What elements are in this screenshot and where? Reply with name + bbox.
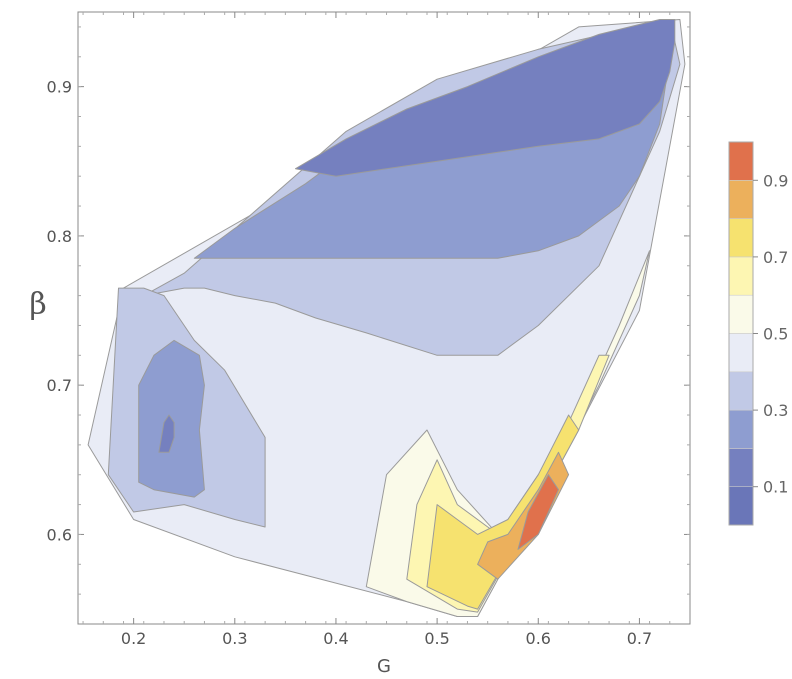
y-tick-label: 0.9 bbox=[47, 78, 72, 97]
colorbar-segment bbox=[728, 371, 754, 411]
contour-regions bbox=[87, 19, 686, 617]
y-tick-label: 0.6 bbox=[47, 525, 72, 544]
x-tick-label: 0.4 bbox=[323, 629, 348, 648]
y-axis-ticks: 0.6 0.7 0.8 0.9 bbox=[47, 26, 690, 595]
colorbar-segment bbox=[728, 486, 754, 526]
colorbar-segment bbox=[728, 218, 754, 258]
x-tick-label: 0.6 bbox=[526, 629, 551, 648]
colorbar-tick-label: 0.7 bbox=[763, 248, 788, 267]
contour-region-level-1 bbox=[158, 414, 175, 453]
x-tick-label: 0.7 bbox=[627, 629, 652, 648]
colorbar-tick-label: 0.9 bbox=[763, 171, 788, 190]
x-tick-label: 0.2 bbox=[121, 629, 146, 648]
contour-region-level-9 bbox=[517, 474, 559, 550]
colorbar-segment bbox=[728, 294, 754, 334]
contour-region-level-7 bbox=[426, 414, 580, 610]
colorbar-segment bbox=[728, 333, 754, 373]
colorbar-tick-label: 0.5 bbox=[763, 325, 788, 344]
y-tick-label: 0.7 bbox=[47, 376, 72, 395]
colorbar-segment bbox=[728, 256, 754, 296]
x-tick-label: 0.3 bbox=[222, 629, 247, 648]
colorbar-segment bbox=[728, 448, 754, 487]
y-tick-label: 0.8 bbox=[47, 227, 72, 246]
x-axis-title: G bbox=[377, 656, 391, 677]
colorbar-tick-label: 0.3 bbox=[763, 401, 788, 420]
contour-region-level-1 bbox=[295, 19, 676, 177]
colorbar: 0.1 0.3 0.5 0.7 0.9 bbox=[728, 141, 788, 526]
colorbar-segment bbox=[728, 180, 754, 219]
x-axis-ticks: 0.2 0.3 0.4 0.5 0.6 0.7 bbox=[82, 12, 671, 648]
colorbar-segment bbox=[728, 409, 754, 449]
plot-frame bbox=[77, 11, 691, 625]
x-tick-label: 0.5 bbox=[424, 629, 449, 648]
y-axis-title: β bbox=[29, 287, 46, 322]
colorbar-tick-label: 0.1 bbox=[763, 478, 788, 497]
colorbar-segment bbox=[728, 141, 754, 181]
